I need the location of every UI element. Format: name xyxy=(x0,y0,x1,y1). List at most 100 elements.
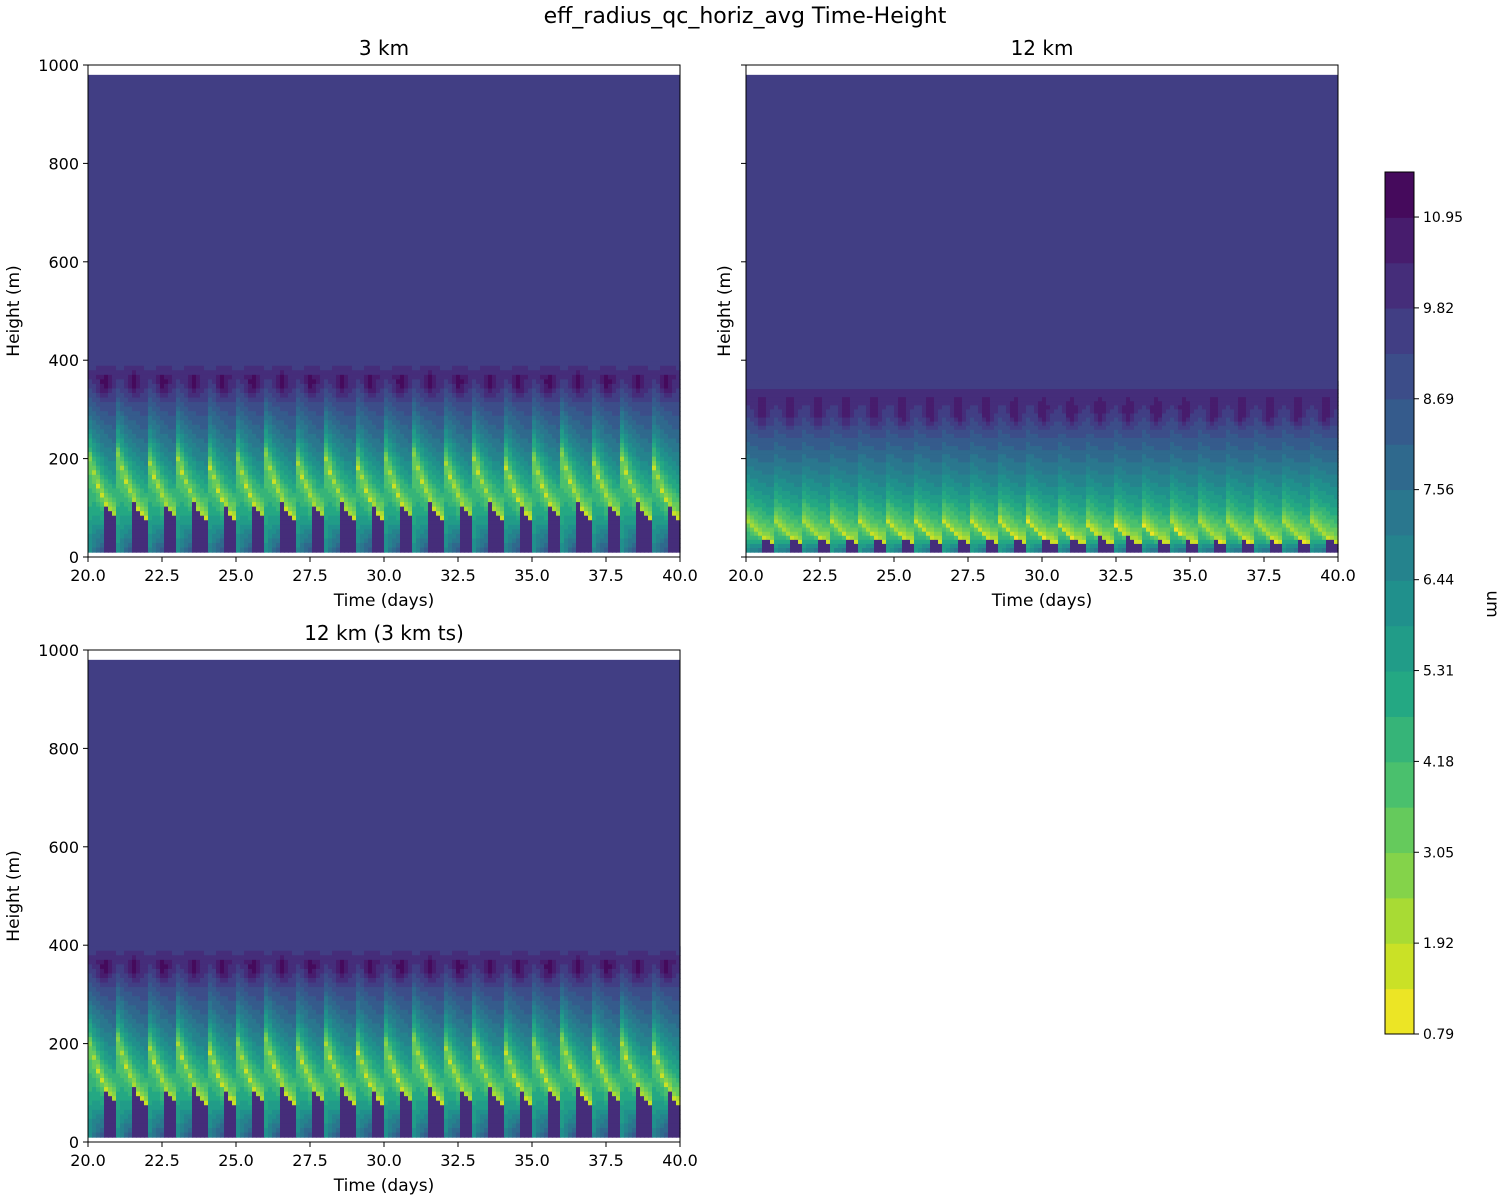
field-cell xyxy=(156,533,161,540)
field-cell xyxy=(548,461,553,467)
field-cell xyxy=(108,447,113,453)
field-cell xyxy=(212,456,217,462)
field-cell xyxy=(244,547,249,553)
field-cell xyxy=(328,397,333,403)
field-cell xyxy=(168,406,173,412)
field-cell xyxy=(172,479,177,485)
field-cell xyxy=(244,483,249,490)
field-cell xyxy=(328,542,333,549)
field-cell xyxy=(300,379,305,385)
field-cell xyxy=(416,502,421,508)
field-cell xyxy=(456,542,461,549)
field-cell xyxy=(120,443,125,449)
field-cell xyxy=(128,402,133,408)
field-cell xyxy=(404,420,409,426)
field-cell xyxy=(108,388,113,394)
field-cell xyxy=(160,415,165,421)
field-cell xyxy=(152,483,157,490)
field-cell xyxy=(528,474,533,480)
field-cell xyxy=(464,474,469,480)
field-cell xyxy=(252,474,257,480)
field-cell xyxy=(448,483,453,490)
field-cell xyxy=(240,474,245,480)
field-cell xyxy=(460,470,465,476)
field-cell xyxy=(340,424,345,430)
field-cell xyxy=(304,542,309,549)
field-cell xyxy=(292,424,297,430)
field-cell xyxy=(200,533,205,540)
field-cell xyxy=(348,443,353,449)
field-cell xyxy=(484,383,489,390)
field-cell xyxy=(488,433,493,440)
field-cell xyxy=(184,533,189,540)
field-cell xyxy=(404,424,409,430)
field-cell xyxy=(344,383,349,390)
field-cell xyxy=(136,415,141,421)
field-cell xyxy=(292,443,297,449)
field-cell xyxy=(360,406,365,412)
field-cell xyxy=(344,506,349,512)
field-cell xyxy=(116,402,121,408)
field-cell xyxy=(476,524,481,530)
field-cell xyxy=(300,424,305,430)
field-cell xyxy=(96,470,101,476)
field-cell xyxy=(280,406,285,412)
field-cell xyxy=(448,465,453,471)
field-cell xyxy=(516,492,521,499)
field-cell xyxy=(504,492,509,499)
field-cell xyxy=(116,383,121,390)
field-cell xyxy=(400,488,405,494)
field-cell xyxy=(484,420,489,426)
field-cell xyxy=(544,438,549,444)
field-cell xyxy=(524,402,529,408)
field-cell xyxy=(304,492,309,499)
field-cell xyxy=(168,361,173,367)
field-cell xyxy=(548,443,553,449)
field-cell xyxy=(176,438,181,444)
field-cell xyxy=(540,415,545,421)
field-cell xyxy=(188,515,193,521)
field-cell xyxy=(156,529,161,535)
field-cell xyxy=(548,370,553,376)
field-cell xyxy=(356,465,361,471)
field-cell xyxy=(500,370,505,376)
field-cell xyxy=(260,542,265,549)
field-cell xyxy=(544,529,549,535)
field-cell xyxy=(288,511,293,517)
field-cell xyxy=(224,524,229,530)
field-cell xyxy=(320,520,325,526)
field-cell xyxy=(380,488,385,494)
field-cell xyxy=(520,524,525,530)
field-cell xyxy=(136,447,141,453)
field-cell xyxy=(480,492,485,499)
field-cell xyxy=(432,529,437,535)
field-cell xyxy=(364,361,369,367)
field-cell xyxy=(540,374,545,380)
field-cell xyxy=(428,542,433,549)
field-cell xyxy=(376,402,381,408)
field-cell xyxy=(264,393,269,399)
field-cell xyxy=(244,383,249,390)
field-cell xyxy=(456,383,461,390)
field-cell xyxy=(360,479,365,485)
field-cell xyxy=(240,492,245,499)
field-cell xyxy=(140,438,145,444)
field-cell xyxy=(396,502,401,508)
field-cell xyxy=(240,465,245,471)
field-cell xyxy=(548,429,553,435)
field-cell xyxy=(540,533,545,540)
field-cell xyxy=(120,402,125,408)
field-cell xyxy=(492,388,497,394)
field-cell xyxy=(268,424,273,430)
field-cell xyxy=(208,488,213,494)
field-cell xyxy=(212,411,217,417)
field-cell xyxy=(192,429,197,435)
field-cell xyxy=(120,488,125,494)
field-cell xyxy=(148,374,153,380)
field-cell xyxy=(324,438,329,444)
field-cell xyxy=(452,383,457,390)
field-cell xyxy=(444,488,449,494)
field-cell xyxy=(512,515,517,521)
field-cell xyxy=(376,420,381,426)
field-cell xyxy=(128,433,133,440)
